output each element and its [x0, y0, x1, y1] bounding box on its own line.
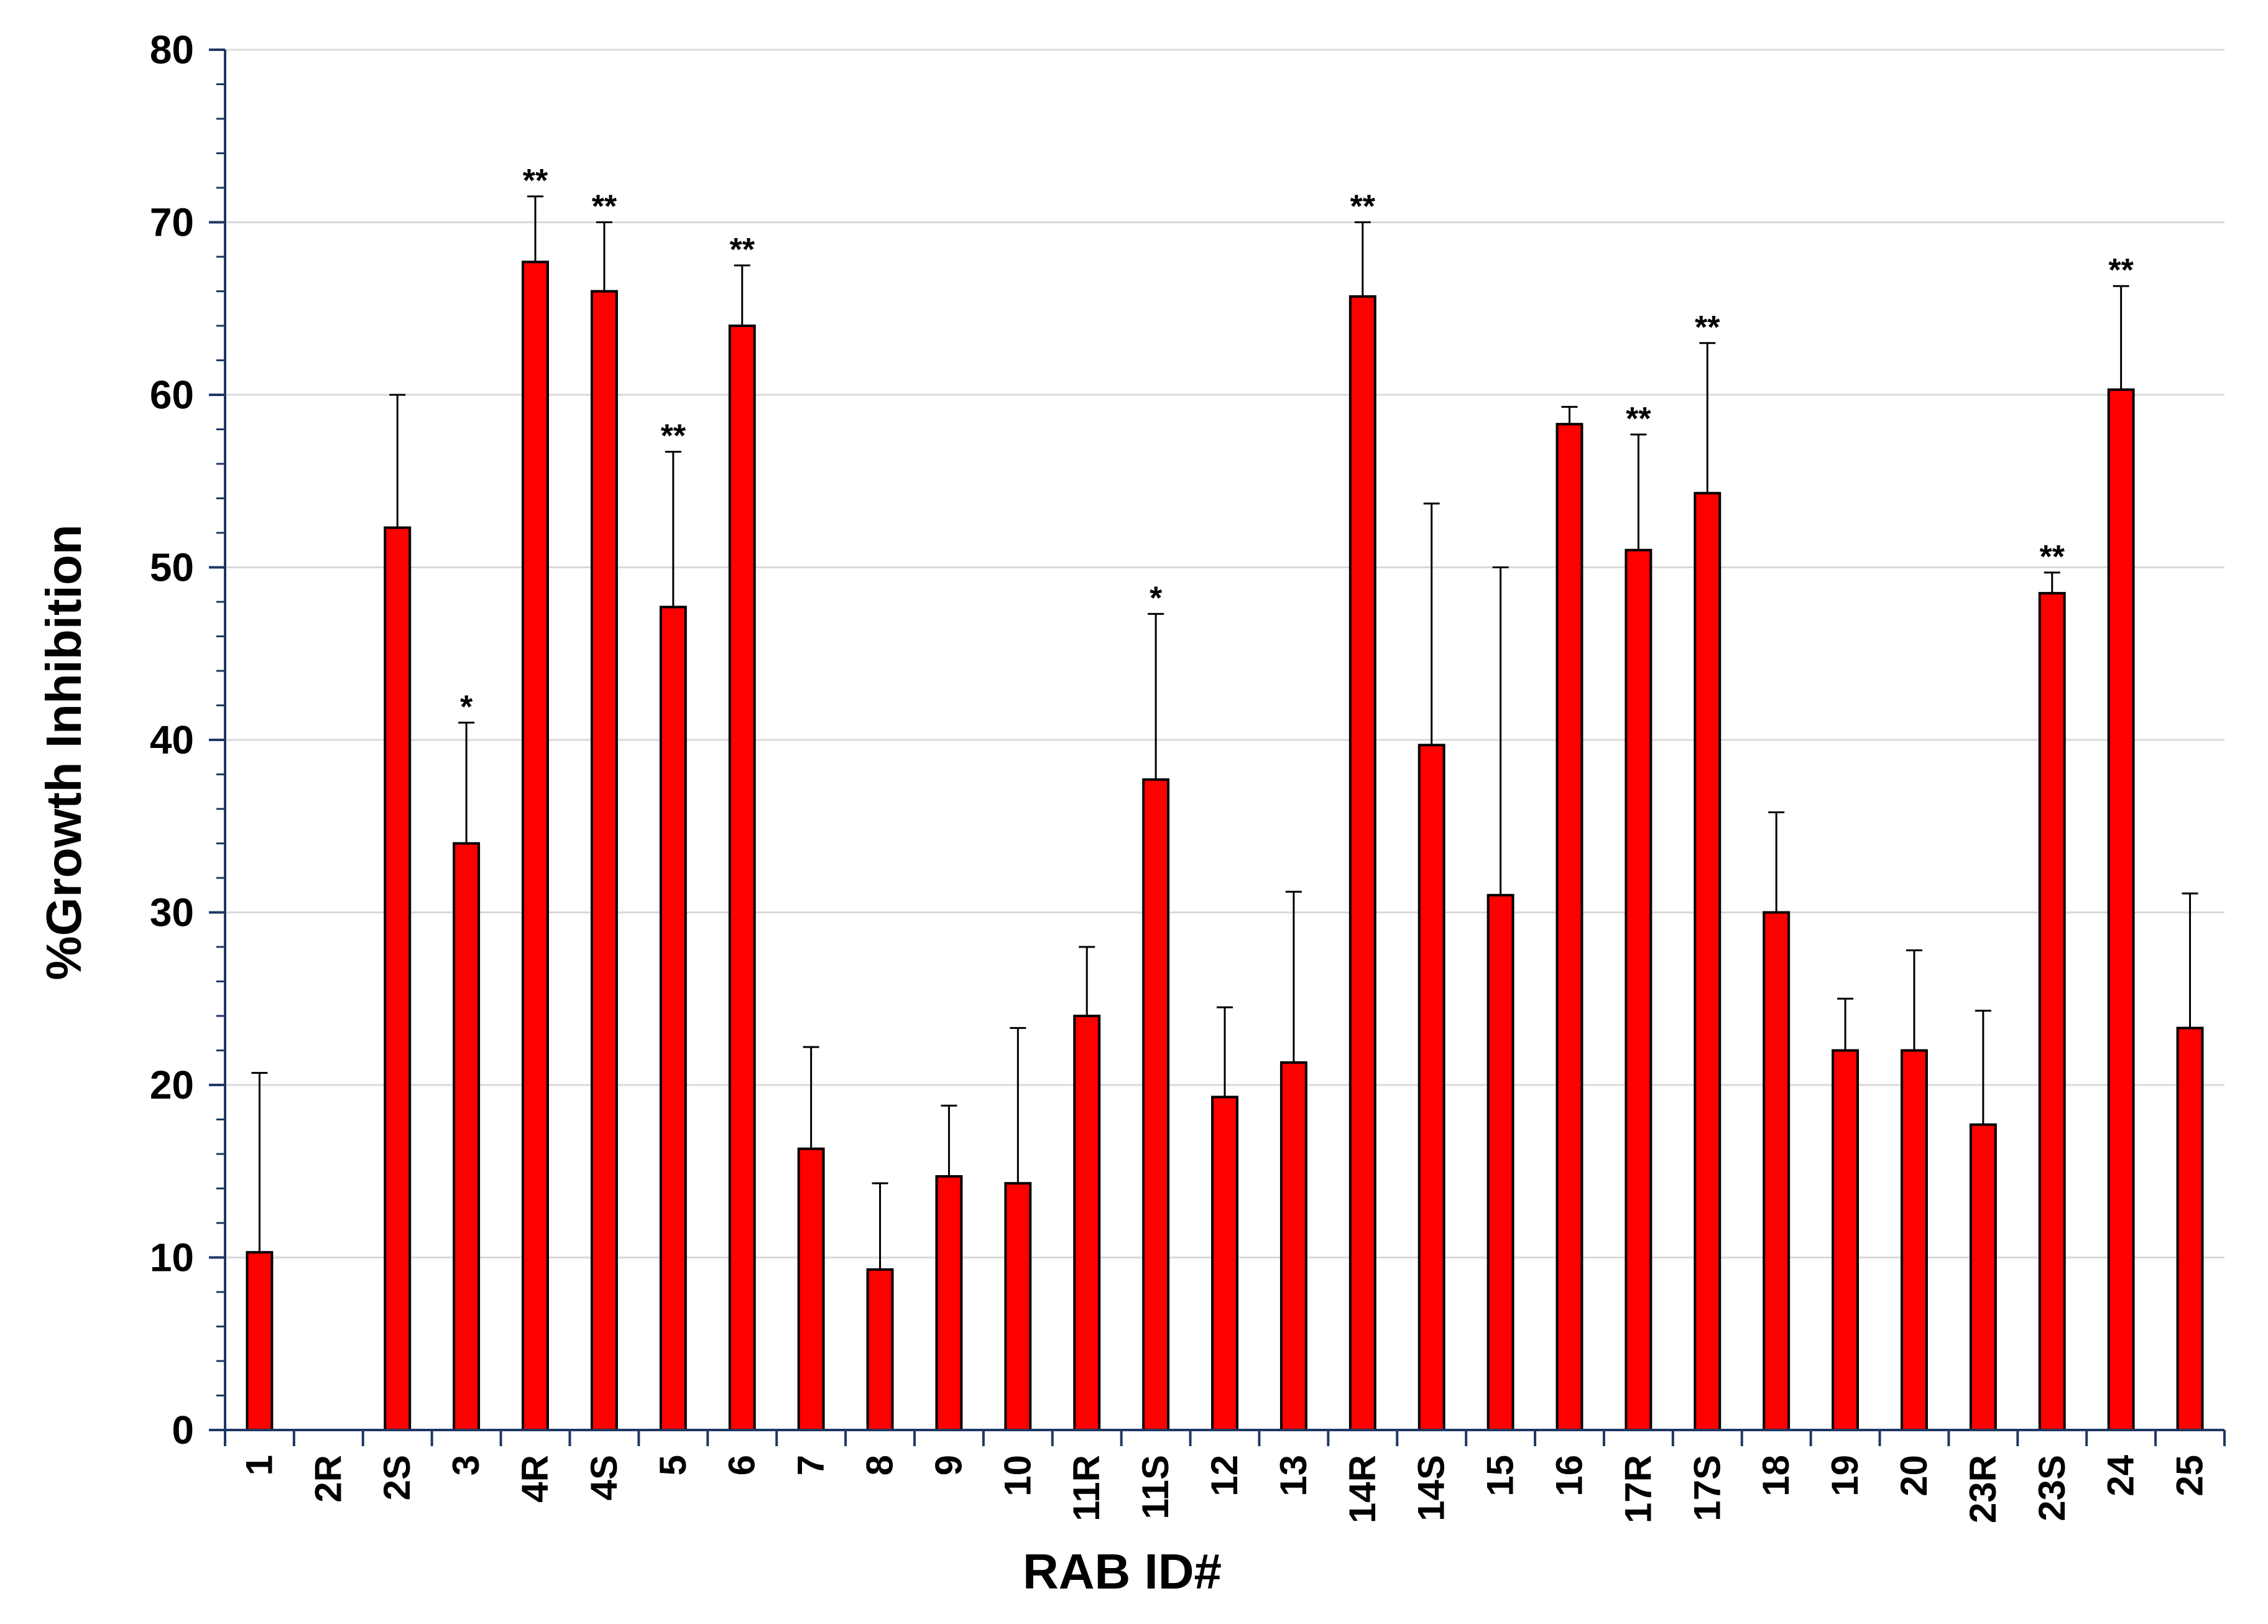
bar: [246, 1251, 274, 1432]
significance-marker: **: [1350, 189, 1376, 225]
significance-marker: *: [1150, 580, 1163, 616]
tick-labels: 0 10 20 30 40 50 60 70 80 1 2R 2S * 3 ** 4R ** 4S ** 5 ** 6 7 8…: [150, 27, 2211, 1523]
y-tick-label: 70: [150, 200, 194, 245]
y-tick-label: 0: [172, 1408, 194, 1452]
x-tick-label: 20: [1893, 1455, 1935, 1497]
y-tick-label: 80: [150, 27, 194, 72]
axes: [209, 48, 2226, 1446]
bar: [1556, 423, 1583, 1431]
bar: [1832, 1049, 1860, 1431]
x-tick-label: 16: [1548, 1455, 1590, 1497]
bar: [522, 261, 549, 1432]
significance-marker: **: [592, 189, 617, 225]
x-tick-label: 11R: [1066, 1455, 1107, 1521]
error-bars: [251, 195, 2198, 1270]
bar: [1279, 1061, 1307, 1432]
significance-marker: *: [460, 689, 473, 725]
x-tick-label: 15: [1480, 1455, 1521, 1497]
bar: [935, 1175, 963, 1431]
x-tick-label: 14S: [1411, 1455, 1452, 1521]
x-tick-label: 14R: [1342, 1455, 1383, 1523]
bar: [1211, 1096, 1238, 1432]
y-tick-label: 20: [150, 1063, 194, 1107]
x-tick-label: 4S: [583, 1455, 625, 1500]
significance-marker: **: [729, 232, 755, 268]
bar: [1348, 295, 1376, 1432]
x-tick-label: 24: [2100, 1454, 2142, 1496]
x-tick-label: 7: [790, 1455, 832, 1475]
bar: [453, 842, 481, 1431]
y-axis-title: %Growth Inhibition: [36, 524, 91, 980]
bar: [590, 290, 618, 1431]
x-tick-label: 19: [1824, 1455, 1866, 1497]
x-tick-label: 8: [859, 1455, 901, 1475]
bar: [2176, 1027, 2204, 1432]
x-tick-label: 5: [652, 1455, 694, 1475]
y-tick-label: 10: [150, 1235, 194, 1280]
x-tick-label: 9: [928, 1455, 969, 1475]
y-tick-label: 60: [150, 372, 194, 417]
significance-marker: **: [523, 163, 548, 199]
x-tick-label: 4R: [514, 1455, 556, 1503]
x-tick-label: 17S: [1686, 1455, 1728, 1521]
x-tick-label: 12: [1204, 1455, 1245, 1497]
bar: [797, 1147, 825, 1432]
x-tick-label: 2S: [376, 1455, 418, 1500]
bars: [246, 261, 2204, 1432]
significance-marker: **: [1626, 401, 1651, 437]
x-axis-title: RAB ID#: [1023, 1544, 1222, 1599]
bar: [866, 1268, 894, 1432]
bar: [1142, 778, 1170, 1431]
bar: [1073, 1015, 1101, 1431]
bar: [1901, 1049, 1928, 1431]
bar: [1694, 492, 1722, 1431]
significance-marker: **: [2040, 539, 2065, 575]
y-tick-label: 30: [150, 890, 194, 935]
x-tick-label: 2R: [307, 1455, 349, 1503]
x-tick-label: 23R: [1962, 1455, 2004, 1523]
x-tick-label: 18: [1755, 1455, 1797, 1497]
x-tick-label: 23S: [2031, 1455, 2073, 1521]
bar: [1625, 548, 1653, 1431]
x-tick-label: 3: [445, 1455, 487, 1475]
x-tick-label: 11S: [1135, 1455, 1176, 1519]
bar: [659, 606, 687, 1432]
bar: [384, 526, 412, 1431]
y-tick-label: 50: [150, 545, 194, 590]
significance-marker: **: [661, 418, 686, 454]
bar: [728, 325, 756, 1431]
gridlines: [225, 48, 2224, 1258]
x-tick-label: 13: [1273, 1455, 1314, 1497]
bar: [2038, 592, 2066, 1431]
x-tick-label: 25: [2169, 1455, 2211, 1497]
bar: [1969, 1123, 1997, 1431]
bar: [1487, 893, 1514, 1431]
x-tick-label: 1: [238, 1455, 280, 1475]
significance-marker: **: [2108, 252, 2134, 288]
x-tick-label: 6: [721, 1455, 763, 1475]
y-tick-label: 40: [150, 717, 194, 762]
x-tick-label: 17R: [1617, 1455, 1659, 1523]
bar: [1763, 911, 1791, 1431]
x-tick-label: 10: [997, 1455, 1038, 1497]
bar: [2107, 388, 2135, 1431]
bar: [1004, 1182, 1032, 1432]
bar: [1418, 744, 1445, 1431]
significance-marker: **: [1695, 310, 1720, 346]
